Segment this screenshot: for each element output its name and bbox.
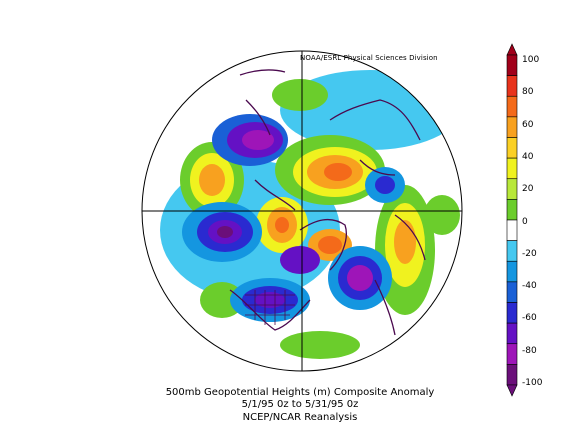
colorbar-segment	[506, 75, 518, 97]
colorbar-tick-label: 40	[522, 151, 534, 162]
colorbar-segment	[506, 199, 518, 221]
colorbar-segment	[506, 95, 518, 118]
colorbar-bottom-arrow	[506, 384, 518, 397]
colorbar-tick-label: -80	[522, 345, 537, 356]
colorbar-segment	[506, 322, 518, 345]
colorbar-segment	[506, 281, 518, 303]
colorbar-segment	[506, 219, 518, 241]
colorbar-segment	[506, 260, 518, 283]
colorbar-tick-label: 20	[522, 184, 534, 195]
credit-text: NOAA/ESRL Physical Sciences Division	[300, 54, 438, 62]
colorbar-segment	[506, 178, 518, 200]
colorbar-segment	[506, 240, 518, 262]
colorbar-tick-label: -60	[522, 313, 537, 324]
colorbar-tick-label: -40	[522, 281, 537, 292]
colorbar-segment	[506, 157, 518, 180]
caption-dates: 5/1/95 0z to 5/31/95 0z	[241, 399, 359, 410]
caption-source: NCEP/NCAR Reanalysis	[242, 412, 358, 423]
colorbar-segment	[506, 343, 518, 365]
colorbar-segment	[506, 54, 518, 76]
colorbar-tick-label: 80	[522, 87, 534, 98]
caption-title: 500mb Geopotential Heights (m) Composite…	[165, 387, 435, 398]
colorbar-segment	[506, 116, 518, 138]
colorbar	[506, 43, 518, 397]
colorbar-top-arrow	[506, 43, 518, 56]
colorbar-tick-label: 0	[522, 216, 528, 227]
colorbar-tick-label: 60	[522, 119, 534, 130]
colorbar-segment	[506, 302, 518, 324]
colorbar-tick-label: 100	[522, 55, 540, 65]
colorbar-segment	[506, 137, 518, 159]
anomaly-field	[160, 69, 460, 359]
colorbar-tick-label: -100	[522, 378, 543, 388]
colorbar-tick-label: -20	[522, 248, 537, 259]
colorbar-segment	[506, 364, 518, 386]
